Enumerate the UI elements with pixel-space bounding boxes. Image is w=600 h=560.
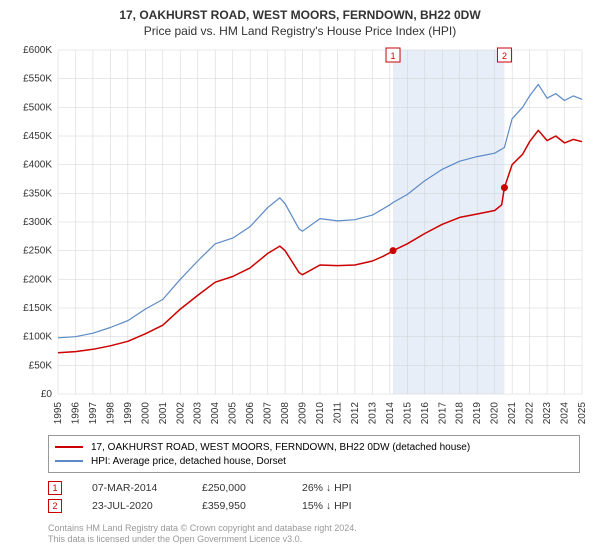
legend-swatch-property [55, 446, 83, 448]
svg-text:2002: 2002 [175, 402, 186, 425]
svg-text:2010: 2010 [315, 402, 326, 425]
svg-text:2000: 2000 [140, 402, 151, 425]
footer-line-1: Contains HM Land Registry data © Crown c… [48, 523, 580, 534]
sales-list: 1 07-MAR-2014 £250,000 26% ↓ HPI 2 23-JU… [48, 479, 580, 515]
legend-label-hpi: HPI: Average price, detached house, Dors… [91, 456, 286, 467]
svg-text:2016: 2016 [420, 402, 431, 425]
sale-price: £250,000 [202, 482, 272, 494]
svg-text:1998: 1998 [105, 402, 116, 425]
svg-text:£500K: £500K [23, 102, 52, 113]
svg-text:£100K: £100K [23, 332, 52, 343]
svg-text:2019: 2019 [472, 402, 483, 425]
footer-line-2: This data is licensed under the Open Gov… [48, 534, 580, 545]
svg-text:£600K: £600K [23, 45, 52, 56]
legend-item-hpi: HPI: Average price, detached house, Dors… [55, 454, 573, 468]
svg-text:2017: 2017 [437, 402, 448, 425]
sale-marker-2: 2 [48, 499, 62, 513]
page-subtitle: Price paid vs. HM Land Registry's House … [12, 24, 588, 38]
sale-date: 07-MAR-2014 [92, 482, 172, 494]
svg-text:2020: 2020 [490, 402, 501, 425]
svg-text:2021: 2021 [507, 402, 518, 425]
chart-svg: £0 £50K £100K £150K £200K £250K £300K £350K £400… [12, 44, 588, 429]
svg-text:£150K: £150K [23, 303, 52, 314]
svg-text:1999: 1999 [123, 402, 134, 425]
svg-text:2007: 2007 [263, 402, 274, 425]
svg-text:2012: 2012 [350, 402, 361, 425]
price-chart: £0 £50K £100K £150K £200K £250K £300K £350K £400… [12, 44, 588, 429]
sale-row: 2 23-JUL-2020 £359,950 15% ↓ HPI [48, 497, 580, 515]
sale-row: 1 07-MAR-2014 £250,000 26% ↓ HPI [48, 479, 580, 497]
svg-text:1: 1 [391, 51, 396, 61]
legend-label-property: 17, OAKHURST ROAD, WEST MOORS, FERNDOWN,… [91, 442, 470, 453]
sale-delta: 15% ↓ HPI [302, 500, 382, 512]
svg-text:2006: 2006 [245, 402, 256, 425]
svg-text:£450K: £450K [23, 131, 52, 142]
svg-text:2023: 2023 [542, 402, 553, 425]
svg-text:2022: 2022 [525, 402, 536, 425]
svg-text:2005: 2005 [228, 402, 239, 425]
svg-text:2015: 2015 [402, 402, 413, 425]
svg-text:£50K: £50K [29, 360, 53, 371]
svg-text:2018: 2018 [455, 402, 466, 425]
svg-text:1996: 1996 [70, 402, 81, 425]
svg-text:2008: 2008 [280, 402, 291, 425]
legend: 17, OAKHURST ROAD, WEST MOORS, FERNDOWN,… [48, 435, 580, 473]
svg-text:2011: 2011 [332, 402, 343, 424]
page-title: 17, OAKHURST ROAD, WEST MOORS, FERNDOWN,… [12, 8, 588, 22]
svg-text:1997: 1997 [88, 402, 99, 425]
svg-text:1995: 1995 [53, 402, 64, 425]
svg-text:2: 2 [502, 51, 507, 61]
sale-price: £359,950 [202, 500, 272, 512]
legend-item-property: 17, OAKHURST ROAD, WEST MOORS, FERNDOWN,… [55, 440, 573, 454]
page-root: 17, OAKHURST ROAD, WEST MOORS, FERNDOWN,… [0, 0, 600, 560]
svg-text:2004: 2004 [210, 402, 221, 425]
sale-date: 23-JUL-2020 [92, 500, 172, 512]
svg-text:2024: 2024 [560, 402, 571, 425]
footer: Contains HM Land Registry data © Crown c… [48, 523, 580, 546]
sale-marker-1: 1 [48, 481, 62, 495]
svg-text:£0: £0 [41, 389, 53, 400]
svg-text:£550K: £550K [23, 74, 52, 85]
sale-delta: 26% ↓ HPI [302, 482, 382, 494]
svg-text:2025: 2025 [577, 402, 588, 425]
svg-text:£200K: £200K [23, 274, 52, 285]
svg-text:£300K: £300K [23, 217, 52, 228]
svg-text:2014: 2014 [385, 402, 396, 425]
legend-swatch-hpi [55, 460, 83, 462]
svg-text:£350K: £350K [23, 188, 52, 199]
svg-text:2001: 2001 [158, 402, 169, 425]
svg-text:£250K: £250K [23, 246, 52, 257]
svg-text:2003: 2003 [193, 402, 204, 425]
svg-text:2009: 2009 [298, 402, 309, 425]
svg-text:£400K: £400K [23, 160, 52, 171]
svg-text:2013: 2013 [367, 402, 378, 425]
